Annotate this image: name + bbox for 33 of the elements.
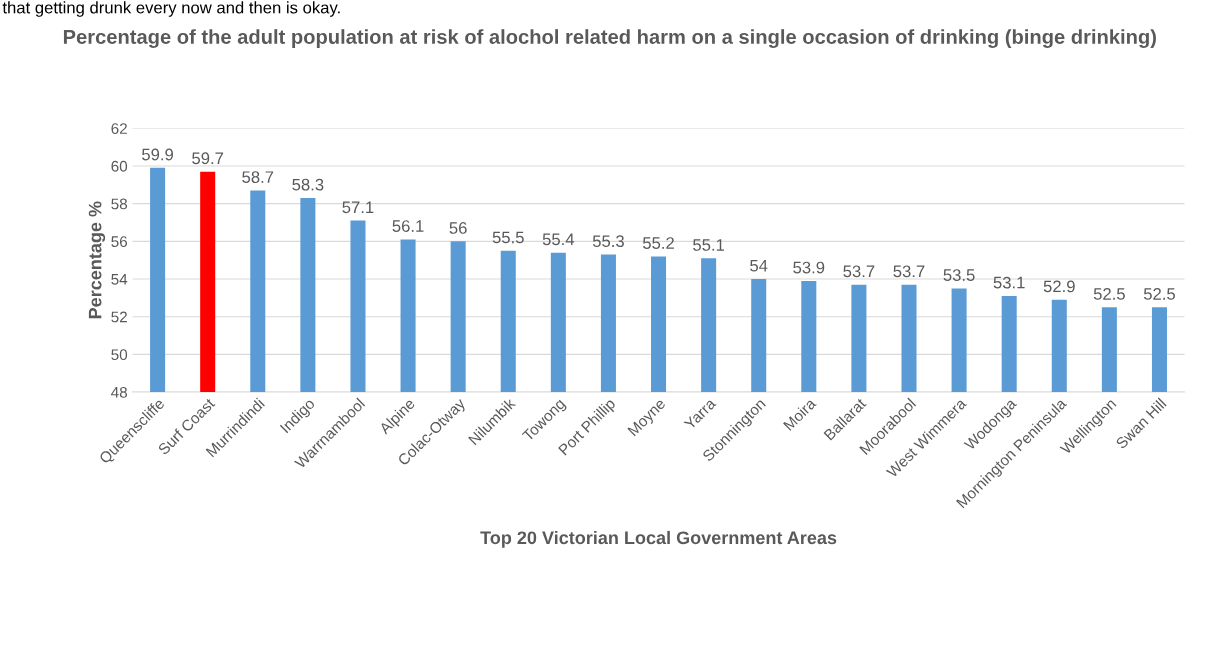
y-tick-label: 62	[111, 123, 127, 134]
data-label: 53.1	[993, 276, 1025, 289]
y-tick-label: 48	[111, 386, 128, 398]
chart-title: Percentage of the adult population at risk of alochol related harm on a single occasion of drinking (binge drinking)	[63, 29, 1156, 49]
data-label: 59.9	[142, 148, 174, 161]
y-tick-label: 52	[111, 311, 127, 323]
data-label: 55.3	[592, 235, 624, 248]
data-label: 52.5	[1093, 288, 1125, 300]
data-label: 56	[449, 222, 467, 234]
data-label: 55.2	[642, 237, 674, 249]
y-tick-label: 50	[111, 349, 128, 361]
y-tick-label: 58	[111, 198, 128, 210]
data-label: 53.5	[943, 269, 975, 281]
data-label: 55.1	[693, 239, 725, 251]
text: that getting drunk every now and then is okay.	[2, 1, 340, 17]
data-label: 53.9	[793, 261, 825, 274]
x-axis-title: Top 20 Victorian Local Government Areas	[480, 530, 837, 548]
data-label: 57.1	[342, 201, 374, 214]
data-label: 56.1	[392, 220, 424, 232]
data-label: 54	[750, 259, 768, 272]
y-tick-label: 54	[111, 274, 128, 285]
data-label: 53.7	[843, 265, 875, 278]
data-label: 58.7	[242, 171, 274, 184]
data-label: 52.5	[1143, 288, 1175, 300]
data-label: 55.4	[542, 233, 575, 246]
data-label: 55.5	[492, 231, 524, 244]
y-axis-title: Percentage %	[88, 201, 106, 319]
y-tick-label: 56	[111, 236, 128, 248]
y-tick-label: 60	[111, 160, 128, 172]
data-label: 58.3	[292, 178, 324, 191]
data-label: 59.7	[192, 152, 224, 165]
data-label: 52.9	[1043, 280, 1075, 293]
data-label: 53.7	[893, 265, 925, 278]
